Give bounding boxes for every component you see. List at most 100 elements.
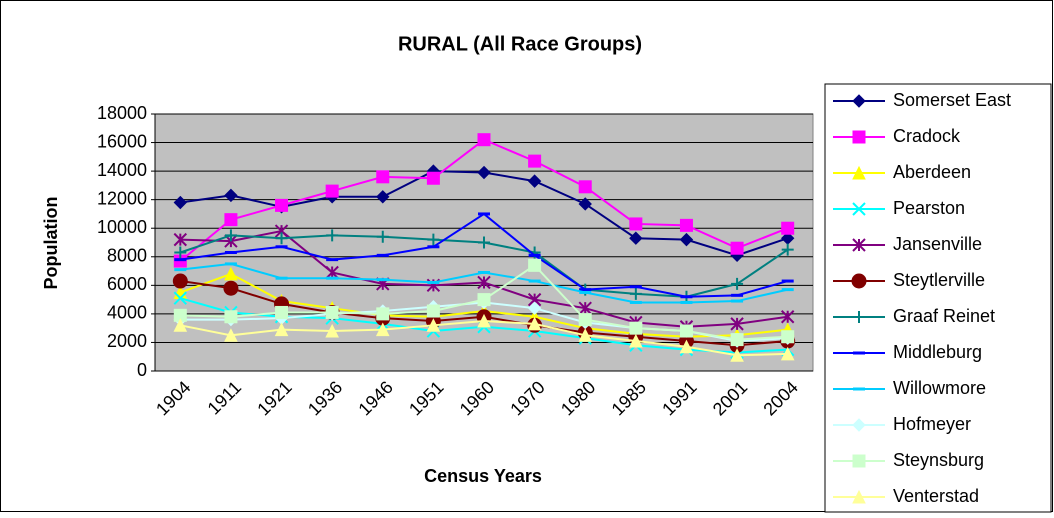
legend-label: Middleburg	[893, 342, 982, 362]
marker	[578, 197, 592, 211]
y-axis-title: Population	[41, 197, 61, 290]
legend-label: Hofmeyer	[893, 414, 971, 434]
marker	[275, 305, 289, 319]
marker	[173, 195, 188, 210]
marker	[426, 318, 441, 332]
marker	[730, 348, 744, 362]
marker	[426, 171, 440, 185]
marker	[173, 318, 188, 332]
legend-label: Venterstad	[893, 486, 979, 506]
y-tick-label: 6000	[107, 274, 147, 294]
marker	[781, 330, 795, 344]
y-tick-label: 12000	[97, 188, 147, 208]
marker	[852, 130, 866, 144]
y-tick-label: 4000	[107, 303, 147, 323]
marker	[477, 293, 491, 307]
marker	[224, 310, 238, 324]
marker	[781, 243, 794, 256]
marker	[679, 218, 693, 232]
marker	[174, 246, 187, 259]
marker	[275, 198, 289, 212]
legend-label: Somerset East	[893, 90, 1011, 110]
marker	[679, 324, 693, 338]
marker	[224, 213, 238, 227]
y-tick-label: 18000	[97, 103, 147, 123]
marker	[478, 236, 490, 249]
marker	[781, 221, 795, 235]
marker	[780, 310, 795, 324]
marker	[629, 287, 642, 300]
y-tick-label: 0	[137, 360, 147, 380]
marker	[851, 273, 867, 289]
marker	[275, 232, 288, 245]
marker	[376, 230, 389, 243]
marker	[730, 333, 744, 347]
marker	[528, 258, 542, 272]
marker	[376, 190, 390, 204]
legend-label: Willowmore	[893, 378, 986, 398]
marker	[730, 241, 744, 255]
marker	[629, 231, 643, 245]
legend-label: Cradock	[893, 126, 961, 146]
marker	[852, 165, 866, 180]
marker	[730, 317, 744, 331]
marker	[224, 188, 238, 203]
marker	[629, 333, 643, 348]
marker	[852, 238, 866, 252]
marker	[629, 217, 643, 231]
legend-label: Jansenville	[893, 234, 982, 254]
marker	[426, 304, 440, 318]
marker	[629, 321, 643, 335]
x-axis-title: Census Years	[424, 466, 542, 486]
marker	[527, 301, 542, 315]
marker	[679, 339, 694, 354]
y-tick-label: 16000	[97, 131, 147, 151]
marker	[325, 265, 339, 280]
legend-label: Steynsburg	[893, 450, 984, 470]
marker	[173, 291, 188, 305]
y-tick-label: 10000	[97, 217, 147, 237]
marker	[780, 346, 795, 361]
marker	[477, 133, 491, 147]
legend-label: Graaf Reinet	[893, 306, 995, 326]
y-tick-label: 2000	[107, 331, 147, 351]
marker	[852, 418, 866, 432]
marker	[325, 305, 339, 319]
y-tick-label: 8000	[107, 246, 147, 266]
marker	[528, 154, 542, 168]
marker	[578, 180, 592, 194]
marker	[578, 328, 593, 342]
marker	[376, 307, 390, 321]
marker	[852, 454, 866, 468]
marker	[427, 233, 440, 246]
marker	[852, 94, 866, 108]
marker	[224, 266, 238, 281]
marker	[223, 280, 239, 296]
marker	[376, 170, 390, 184]
marker	[375, 322, 390, 337]
marker	[477, 313, 491, 328]
legend-label: Steytlerville	[893, 270, 985, 290]
marker	[172, 273, 188, 289]
marker	[224, 229, 237, 242]
marker	[679, 232, 694, 247]
marker	[578, 313, 592, 327]
marker	[326, 229, 339, 242]
legend-label: Pearston	[893, 198, 965, 218]
marker	[527, 316, 542, 331]
marker	[325, 184, 339, 198]
marker	[578, 301, 592, 315]
marker	[853, 311, 865, 323]
marker	[731, 277, 744, 290]
y-tick-label: 14000	[97, 160, 147, 180]
marker	[527, 174, 542, 188]
marker	[852, 202, 866, 216]
legend-label: Aberdeen	[893, 162, 971, 182]
marker	[224, 328, 238, 342]
chart-title: RURAL (All Race Groups)	[398, 33, 642, 55]
marker	[477, 165, 491, 180]
marker	[274, 322, 289, 337]
legend	[824, 83, 1052, 513]
marker	[325, 323, 339, 338]
